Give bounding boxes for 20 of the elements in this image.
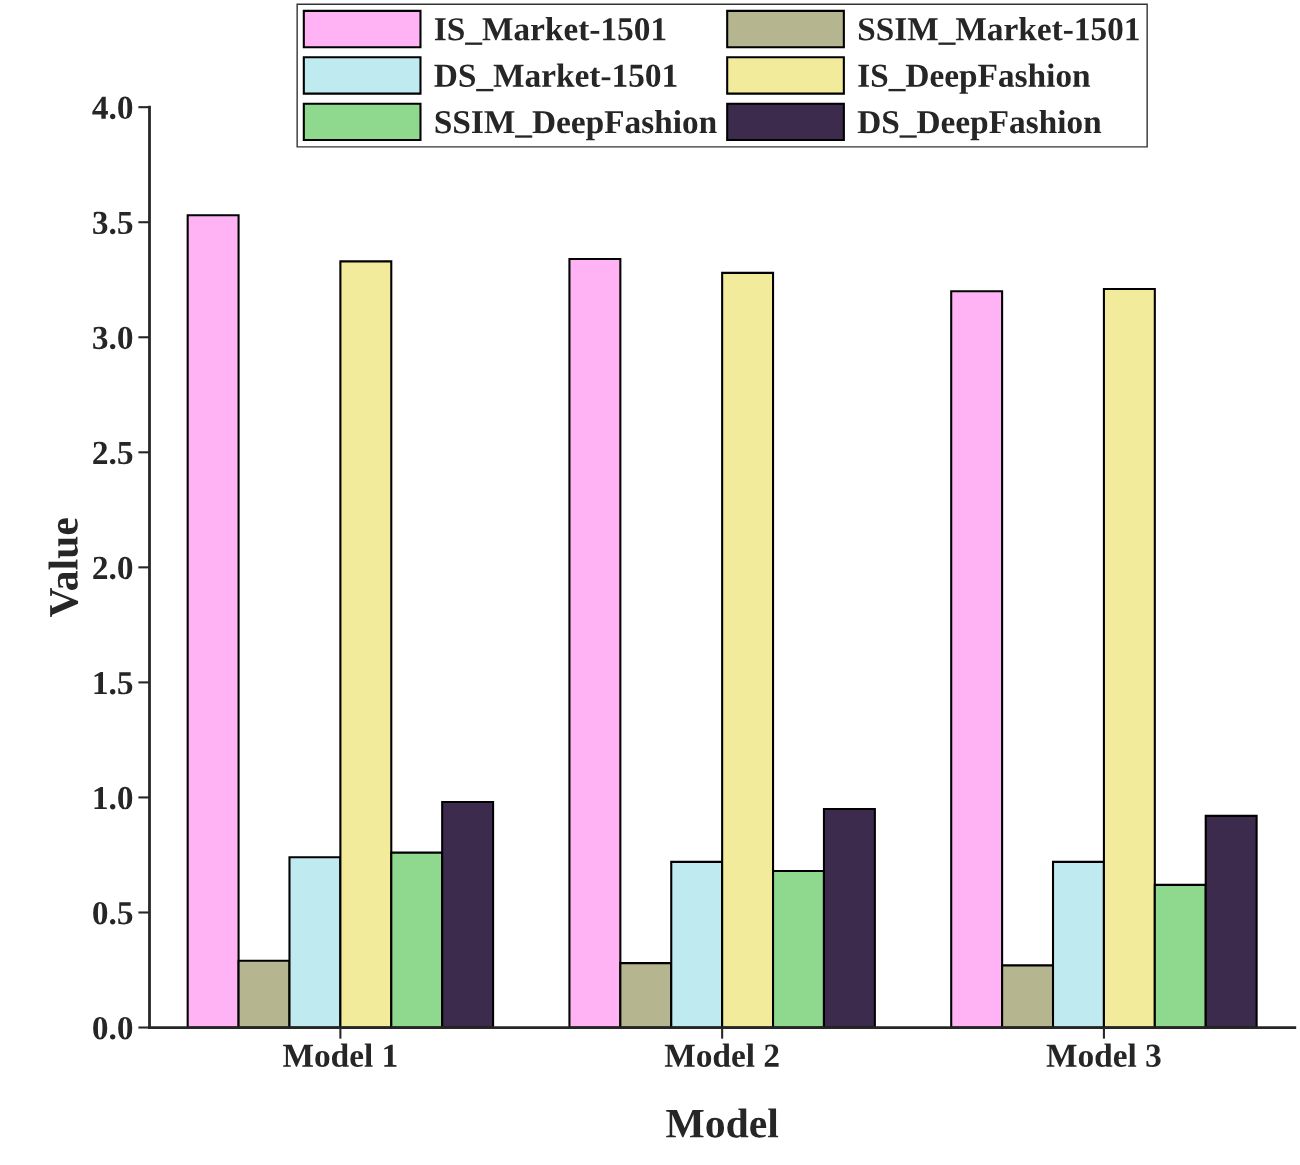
x-tick-label: Model 2 xyxy=(664,1043,779,1067)
x-tick-label: Model 3 xyxy=(1046,1043,1161,1067)
x-axis-title: Model xyxy=(666,1108,779,1138)
y-tick-label: 0.0 xyxy=(93,1016,133,1040)
y-tick-label: 3.0 xyxy=(93,326,133,350)
y-tick-label: 1.5 xyxy=(94,671,133,695)
y-tick-label: 3.5 xyxy=(93,211,133,235)
legend-label: SSIM_Market-1501 xyxy=(858,17,1139,45)
x-tick-label: Model 1 xyxy=(283,1043,397,1067)
y-axis-title: Value xyxy=(48,518,79,618)
legend-label: DS_DeepFashion xyxy=(857,109,1102,141)
y-tick-label: 2.5 xyxy=(93,441,133,465)
legend-label: SSIM_DeepFashion xyxy=(435,109,717,141)
y-tick-label: 2.0 xyxy=(93,556,133,580)
y-tick-label: 4.0 xyxy=(92,96,133,120)
y-tick-label: 0.5 xyxy=(93,901,133,925)
legend-label: DS_Market-1501 xyxy=(434,63,677,92)
y-tick-label: 1.0 xyxy=(94,786,133,810)
legend-label: IS_DeepFashion xyxy=(858,63,1091,94)
legend-label: IS_Market-1501 xyxy=(434,17,666,45)
